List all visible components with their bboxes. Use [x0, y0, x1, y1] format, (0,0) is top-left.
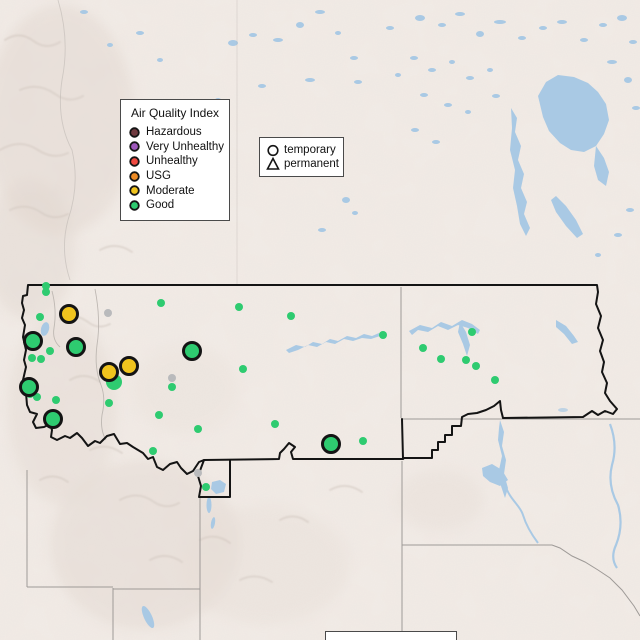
marker-type-label: temporary — [284, 144, 336, 156]
station-marker-unknown[interactable] — [168, 374, 176, 382]
aqi-swatch-good-icon — [129, 200, 140, 211]
station-marker-good[interactable] — [28, 354, 36, 362]
station-marker-good[interactable] — [66, 337, 86, 357]
station-marker-good[interactable] — [155, 411, 163, 419]
station-marker-good[interactable] — [168, 383, 176, 391]
station-marker-good[interactable] — [359, 437, 367, 445]
aqi-legend-title: Air Quality Index — [130, 106, 220, 120]
station-marker-unknown[interactable] — [104, 309, 112, 317]
station-marker-moderate[interactable] — [99, 362, 119, 382]
station-marker-good[interactable] — [42, 282, 50, 290]
aqi-item-label: USG — [146, 170, 171, 183]
station-marker-good[interactable] — [202, 483, 210, 491]
aqi-legend-item: Very Unhealthy — [128, 140, 224, 155]
station-marker-good[interactable] — [23, 331, 43, 351]
station-marker-good[interactable] — [46, 347, 54, 355]
marker-type-label: permanent — [284, 158, 339, 170]
station-marker-good[interactable] — [182, 341, 202, 361]
temporary-marker-icon — [267, 144, 279, 157]
region-boundary — [21, 284, 618, 498]
station-marker-good[interactable] — [194, 425, 202, 433]
permanent-marker-icon — [266, 157, 280, 170]
station-marker-moderate[interactable] — [59, 304, 79, 324]
station-marker-good[interactable] — [235, 303, 243, 311]
aqi-swatch-very-unhealthy-icon — [129, 141, 140, 153]
aqi-legend-item: USG — [128, 169, 222, 184]
station-marker-good[interactable] — [287, 312, 295, 320]
station-marker-good[interactable] — [468, 328, 476, 336]
station-marker-good[interactable] — [19, 377, 39, 397]
aqi-swatch-moderate-icon — [129, 185, 140, 196]
station-marker-good[interactable] — [271, 420, 279, 428]
state-borders-layer — [26, 0, 640, 640]
aqi-legend: Air Quality Index Hazardous Very Unhealt… — [120, 99, 230, 221]
aqi-item-label: Hazardous — [146, 126, 202, 139]
station-marker-good[interactable] — [37, 355, 45, 363]
station-marker-good[interactable] — [462, 356, 470, 364]
aqi-swatch-unhealthy-icon — [129, 156, 140, 167]
station-marker-good[interactable] — [36, 313, 44, 321]
aqi-legend-item: Unhealthy — [128, 154, 222, 169]
lakes-layer — [40, 10, 640, 629]
aqi-legend-item: Hazardous — [128, 125, 222, 140]
marker-type-legend: temporary permanent — [259, 137, 344, 177]
yellowstone-boundary — [197, 459, 231, 498]
station-marker-good[interactable] — [379, 331, 387, 339]
marker-type-item: temporary — [266, 143, 337, 157]
station-marker-good[interactable] — [105, 399, 113, 407]
station-marker-good[interactable] — [43, 409, 63, 429]
station-marker-unknown[interactable] — [194, 469, 202, 477]
aqi-swatch-usg-icon — [129, 170, 140, 182]
aqi-swatch-hazardous-icon — [129, 127, 140, 138]
aqi-legend-item: Moderate — [128, 183, 222, 198]
aqi-legend-item: Good — [128, 198, 222, 213]
station-marker-good[interactable] — [419, 344, 427, 352]
station-marker-good[interactable] — [239, 365, 247, 373]
station-marker-good[interactable] — [321, 434, 341, 454]
station-marker-good[interactable] — [149, 447, 157, 455]
aqi-item-label: Unhealthy — [146, 155, 198, 168]
station-marker-good[interactable] — [42, 288, 50, 296]
station-marker-good[interactable] — [491, 376, 499, 384]
aqi-item-label: Moderate — [146, 184, 195, 197]
aqi-item-label: Good — [146, 199, 175, 212]
station-marker-good[interactable] — [157, 299, 165, 307]
attribution-box — [325, 631, 457, 640]
marker-type-item: permanent — [266, 157, 339, 171]
station-marker-good[interactable] — [52, 396, 60, 404]
aqi-item-label: Very Unhealthy — [146, 140, 224, 153]
station-marker-good[interactable] — [472, 362, 480, 370]
station-marker-moderate[interactable] — [119, 356, 139, 376]
stations-layer — [19, 282, 499, 491]
station-marker-good[interactable] — [437, 355, 445, 363]
